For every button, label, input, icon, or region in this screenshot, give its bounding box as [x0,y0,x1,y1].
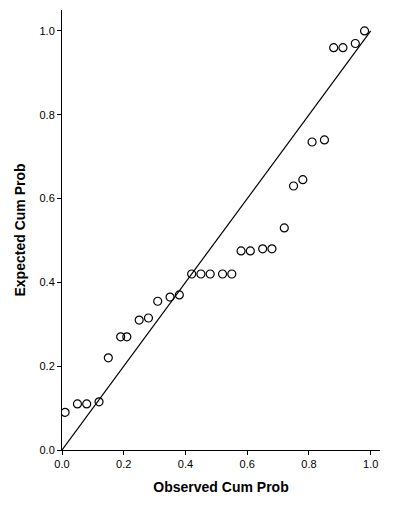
svg-text:0.6: 0.6 [240,458,255,470]
svg-text:0.2: 0.2 [116,458,131,470]
svg-text:1.0: 1.0 [40,25,55,37]
svg-text:0.8: 0.8 [301,458,316,470]
svg-text:1.0: 1.0 [363,458,378,470]
svg-text:0.6: 0.6 [40,192,55,204]
svg-text:0.0: 0.0 [54,458,69,470]
svg-text:0.4: 0.4 [40,276,55,288]
svg-text:0.2: 0.2 [40,360,55,372]
svg-text:0.8: 0.8 [40,109,55,121]
svg-text:0.0: 0.0 [40,444,55,456]
svg-text:Observed Cum Prob: Observed Cum Prob [153,479,288,495]
svg-text:Expected Cum Prob: Expected Cum Prob [12,163,28,296]
svg-text:0.4: 0.4 [178,458,193,470]
